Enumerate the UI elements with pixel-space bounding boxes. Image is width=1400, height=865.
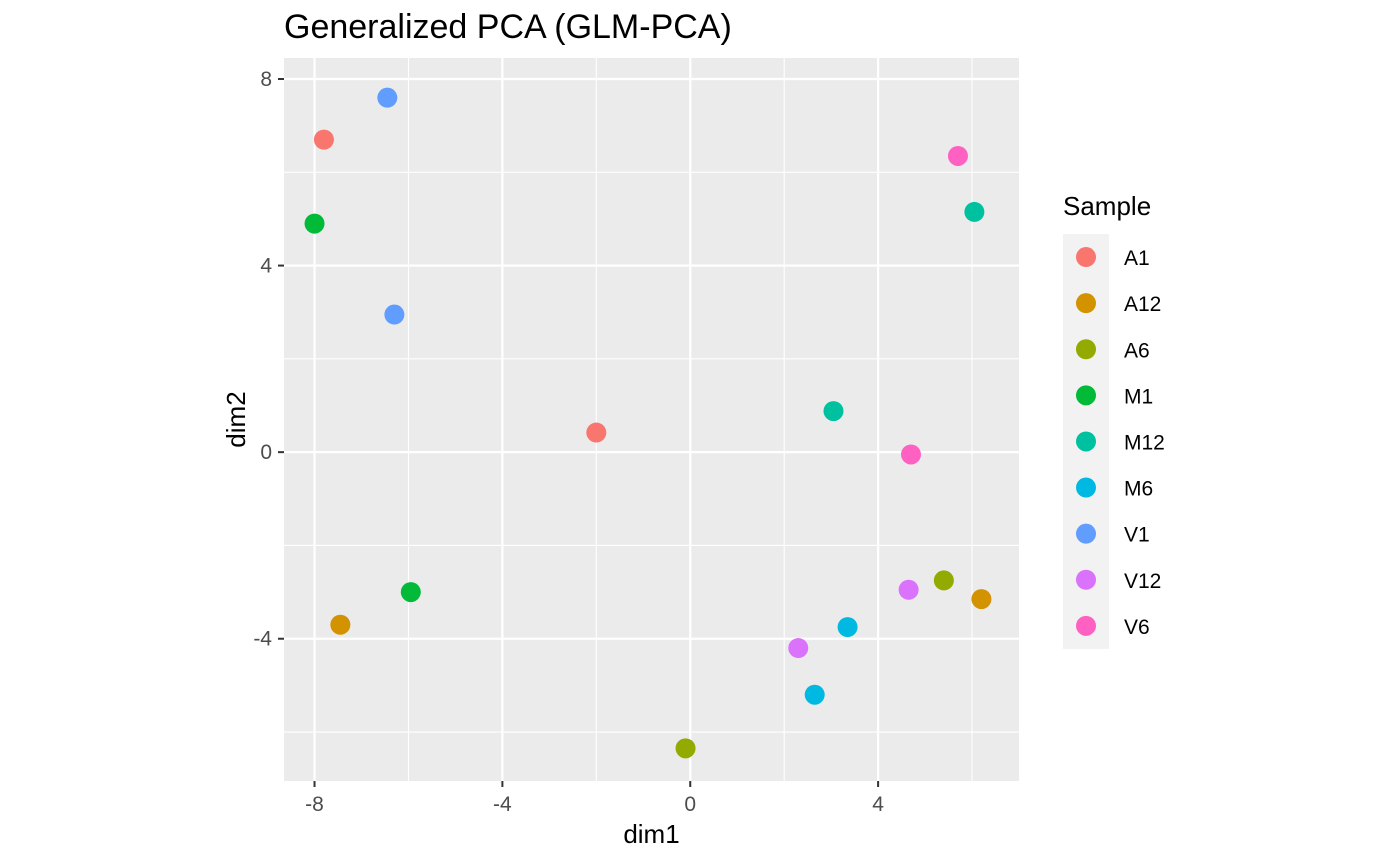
legend-label-a12: A12 — [1124, 293, 1161, 316]
point-v1 — [377, 87, 398, 108]
legend: Sample A1 A12 A6 M1 M12 M6 V1 V12 V6 — [1063, 191, 1165, 649]
point-a12 — [330, 614, 351, 635]
x-tick-label: 4 — [872, 793, 884, 816]
x-tick-label: -4 — [493, 793, 512, 816]
x-axis: -8 -4 0 4 — [305, 781, 884, 816]
point-a6 — [933, 570, 954, 591]
legend-key-a6 — [1076, 339, 1096, 360]
legend-key-m12 — [1076, 431, 1096, 452]
data-points — [304, 87, 992, 759]
legend-label-v12: V12 — [1124, 570, 1161, 593]
legend-items: A1 A12 A6 M1 M12 M6 V1 V12 V6 — [1076, 247, 1165, 639]
y-axis: -4 0 4 8 — [253, 68, 284, 651]
point-m1 — [400, 582, 421, 603]
legend-key-v1 — [1076, 523, 1096, 544]
point-v12 — [788, 638, 809, 659]
legend-label-a1: A1 — [1124, 247, 1150, 270]
x-tick-label: -8 — [305, 793, 324, 816]
point-v12 — [898, 579, 919, 600]
x-axis-title: dim1 — [623, 819, 679, 849]
point-m1 — [304, 213, 325, 234]
point-a1 — [586, 422, 607, 443]
legend-key-a1 — [1076, 247, 1096, 268]
legend-key-v6 — [1076, 615, 1096, 636]
legend-label-a6: A6 — [1124, 339, 1150, 362]
plot-panel — [284, 58, 1019, 781]
legend-label-v1: V1 — [1124, 524, 1150, 547]
legend-label-v6: V6 — [1124, 616, 1150, 639]
y-tick-label: 8 — [260, 68, 272, 91]
legend-label-m1: M1 — [1124, 385, 1153, 408]
legend-key-m1 — [1076, 385, 1096, 406]
y-tick-label: 0 — [260, 441, 272, 464]
legend-key-m6 — [1076, 477, 1096, 498]
legend-key-v12 — [1076, 569, 1096, 590]
y-axis-title: dim2 — [221, 391, 251, 447]
point-v6 — [900, 444, 921, 465]
point-a6 — [675, 738, 696, 759]
y-tick-label: 4 — [260, 255, 272, 278]
point-m12 — [964, 201, 985, 222]
major-gridlines — [284, 58, 1019, 781]
x-tick-label: 0 — [684, 793, 696, 816]
point-m12 — [823, 401, 844, 422]
point-a1 — [313, 129, 334, 150]
point-a12 — [971, 589, 992, 610]
point-v6 — [947, 145, 968, 166]
legend-title: Sample — [1063, 191, 1151, 221]
chart-title: Generalized PCA (GLM-PCA) — [284, 8, 732, 46]
legend-key-a12 — [1076, 293, 1096, 314]
point-m6 — [804, 684, 825, 705]
minor-gridlines — [284, 58, 1019, 781]
legend-label-m6: M6 — [1124, 478, 1153, 501]
point-m6 — [837, 617, 858, 638]
point-v1 — [384, 304, 405, 325]
y-tick-label: -4 — [253, 628, 272, 651]
legend-label-m12: M12 — [1124, 431, 1165, 454]
